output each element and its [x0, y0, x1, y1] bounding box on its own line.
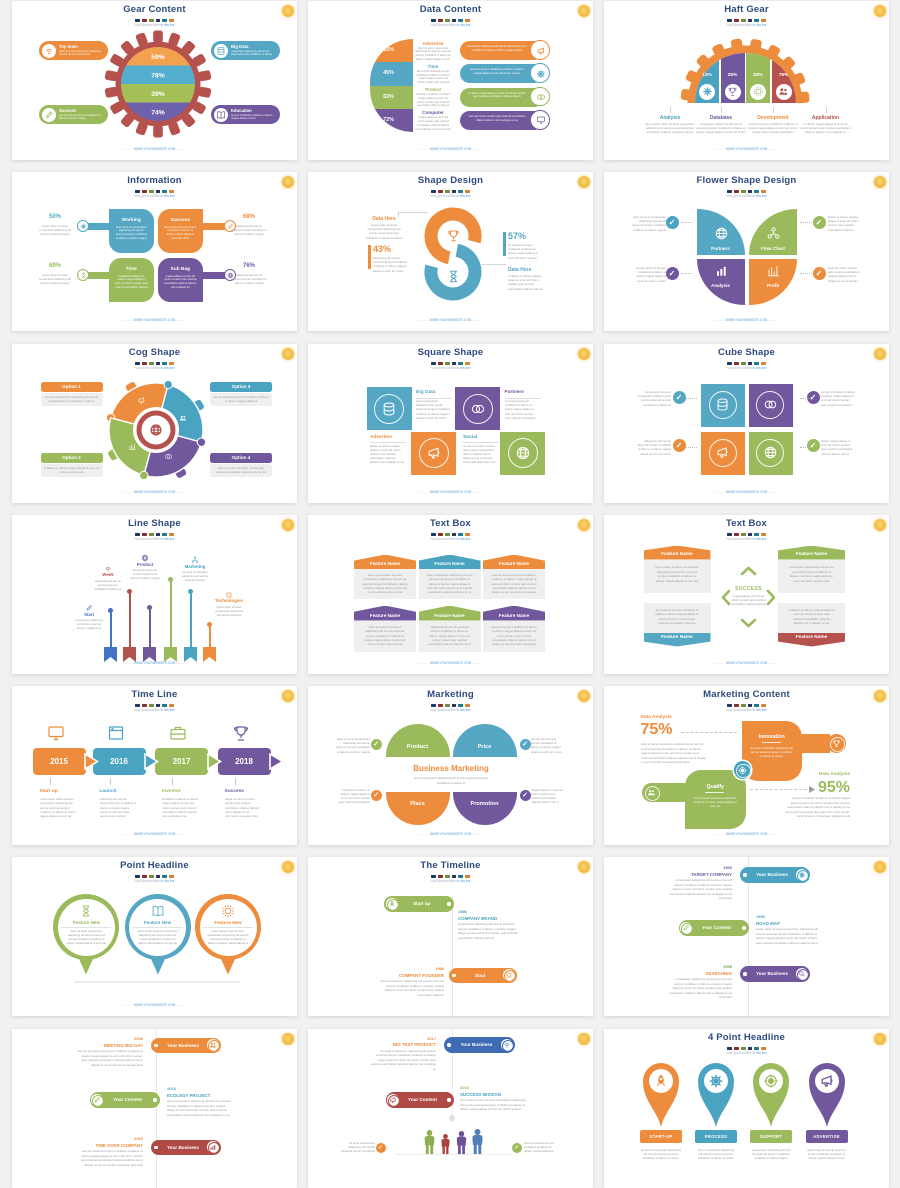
- svg-text:59%: 59%: [151, 54, 165, 61]
- svg-text:74%: 74%: [151, 110, 165, 117]
- svg-text:39%: 39%: [151, 91, 165, 98]
- svg-text:78%: 78%: [151, 73, 165, 80]
